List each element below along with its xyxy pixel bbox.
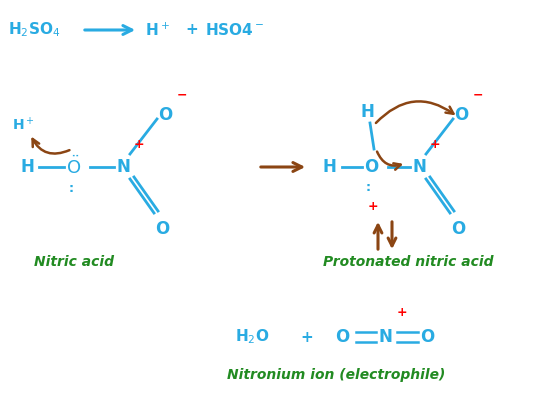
Text: H: H [360,103,374,121]
Text: H: H [323,158,337,176]
Text: +: + [368,201,378,213]
Text: H$^+$: H$^+$ [12,116,35,133]
Text: :: : [69,183,74,196]
Text: O: O [158,106,172,124]
Text: Nitronium ion (electrophile): Nitronium ion (electrophile) [227,368,446,382]
Text: N: N [378,328,392,346]
Text: H$^+$: H$^+$ [145,21,170,39]
Text: +: + [185,23,198,37]
Text: +: + [397,306,408,318]
Text: H$_2$SO$_4$: H$_2$SO$_4$ [8,21,60,40]
Text: HSO4$^-$: HSO4$^-$ [205,22,265,38]
Text: N: N [116,158,130,176]
Text: O: O [364,158,378,176]
Text: Nitric acid: Nitric acid [34,255,114,269]
Text: O: O [454,106,468,124]
Text: O: O [420,328,434,346]
Text: H$_2$O: H$_2$O [235,328,270,346]
Text: :: : [366,182,371,194]
Text: O: O [155,220,169,238]
Text: +: + [134,138,145,150]
Text: O: O [335,328,349,346]
Text: N: N [412,158,426,176]
Text: $\ddot{\mathrm{O}}$: $\ddot{\mathrm{O}}$ [66,156,81,178]
Text: +: + [300,330,313,344]
Text: Protonated nitric acid: Protonated nitric acid [323,255,493,269]
Text: O: O [451,220,465,238]
Text: H: H [20,158,34,176]
Text: −: − [473,89,483,101]
Text: +: + [430,138,441,150]
Text: −: − [177,89,188,101]
